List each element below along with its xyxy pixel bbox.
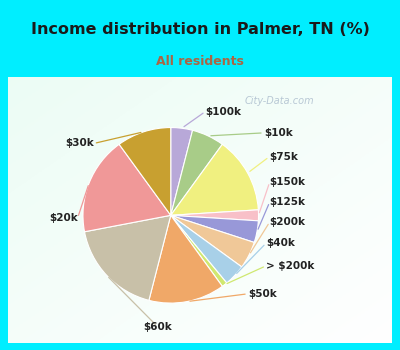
Text: $10k: $10k [264, 128, 292, 138]
Text: $125k: $125k [270, 197, 306, 207]
Wedge shape [119, 127, 171, 215]
Text: $50k: $50k [248, 289, 277, 299]
Text: $30k: $30k [65, 139, 94, 148]
Wedge shape [171, 215, 254, 267]
Text: $60k: $60k [143, 322, 172, 331]
Text: Income distribution in Palmer, TN (%): Income distribution in Palmer, TN (%) [30, 22, 370, 36]
Wedge shape [171, 130, 222, 215]
Wedge shape [83, 144, 171, 232]
Text: > $200k: > $200k [266, 261, 314, 271]
Text: $100k: $100k [205, 107, 241, 117]
Wedge shape [171, 215, 242, 283]
Text: $200k: $200k [270, 217, 306, 227]
Text: $75k: $75k [269, 152, 298, 162]
Wedge shape [84, 215, 171, 300]
Text: City-Data.com: City-Data.com [245, 96, 315, 106]
Text: All residents: All residents [156, 55, 244, 69]
Wedge shape [171, 127, 192, 215]
Wedge shape [171, 210, 258, 221]
Wedge shape [149, 215, 222, 303]
Wedge shape [171, 215, 227, 286]
Wedge shape [171, 215, 258, 243]
Wedge shape [171, 144, 258, 215]
Text: $150k: $150k [270, 177, 306, 187]
Text: $40k: $40k [266, 238, 295, 248]
Text: $20k: $20k [49, 213, 78, 223]
